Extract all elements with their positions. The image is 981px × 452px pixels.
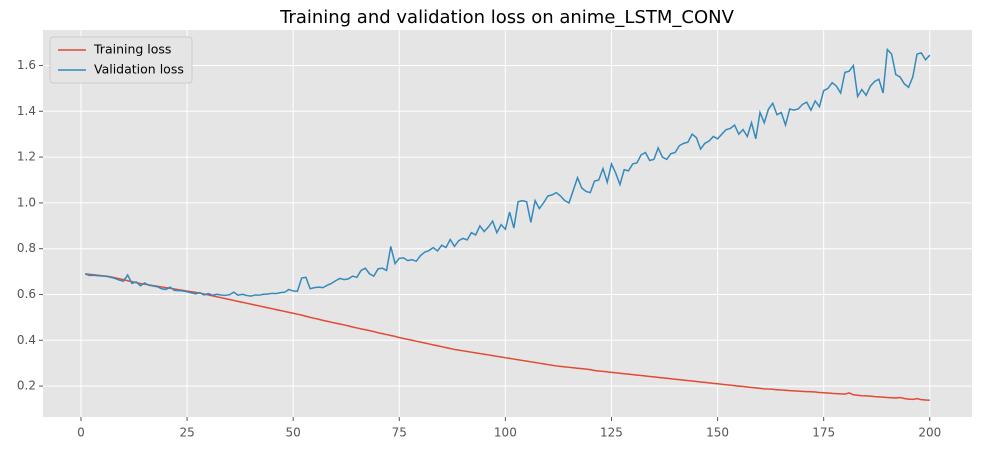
x-tick-label: 125 bbox=[600, 426, 623, 440]
x-tick-label: 0 bbox=[77, 426, 85, 440]
x-tick-label: 50 bbox=[286, 426, 301, 440]
x-tick-label: 75 bbox=[392, 426, 407, 440]
x-tick-label: 200 bbox=[918, 426, 941, 440]
legend-label: Training loss bbox=[93, 42, 171, 57]
y-tick-label: 0.6 bbox=[17, 287, 36, 301]
x-tick-label: 100 bbox=[494, 426, 517, 440]
x-tick-label: 150 bbox=[706, 426, 729, 440]
x-tick-label: 25 bbox=[179, 426, 194, 440]
series-line bbox=[85, 273, 930, 402]
chart-title: Training and validation loss on anime_LS… bbox=[279, 7, 735, 28]
y-tick-label: 1.4 bbox=[17, 104, 36, 118]
y-tick-label: 1.6 bbox=[17, 58, 36, 72]
legend-label: Validation loss bbox=[94, 62, 184, 77]
y-tick-label: 1.2 bbox=[17, 150, 36, 164]
legend-box bbox=[49, 36, 193, 84]
series-line bbox=[84, 47, 931, 297]
y-tick-label: 1.0 bbox=[17, 195, 36, 209]
y-tick-label: 0.8 bbox=[17, 241, 36, 255]
y-tick-label: 0.2 bbox=[17, 379, 36, 393]
y-tick-label: 0.4 bbox=[17, 333, 36, 347]
x-tick-label: 175 bbox=[812, 426, 835, 440]
